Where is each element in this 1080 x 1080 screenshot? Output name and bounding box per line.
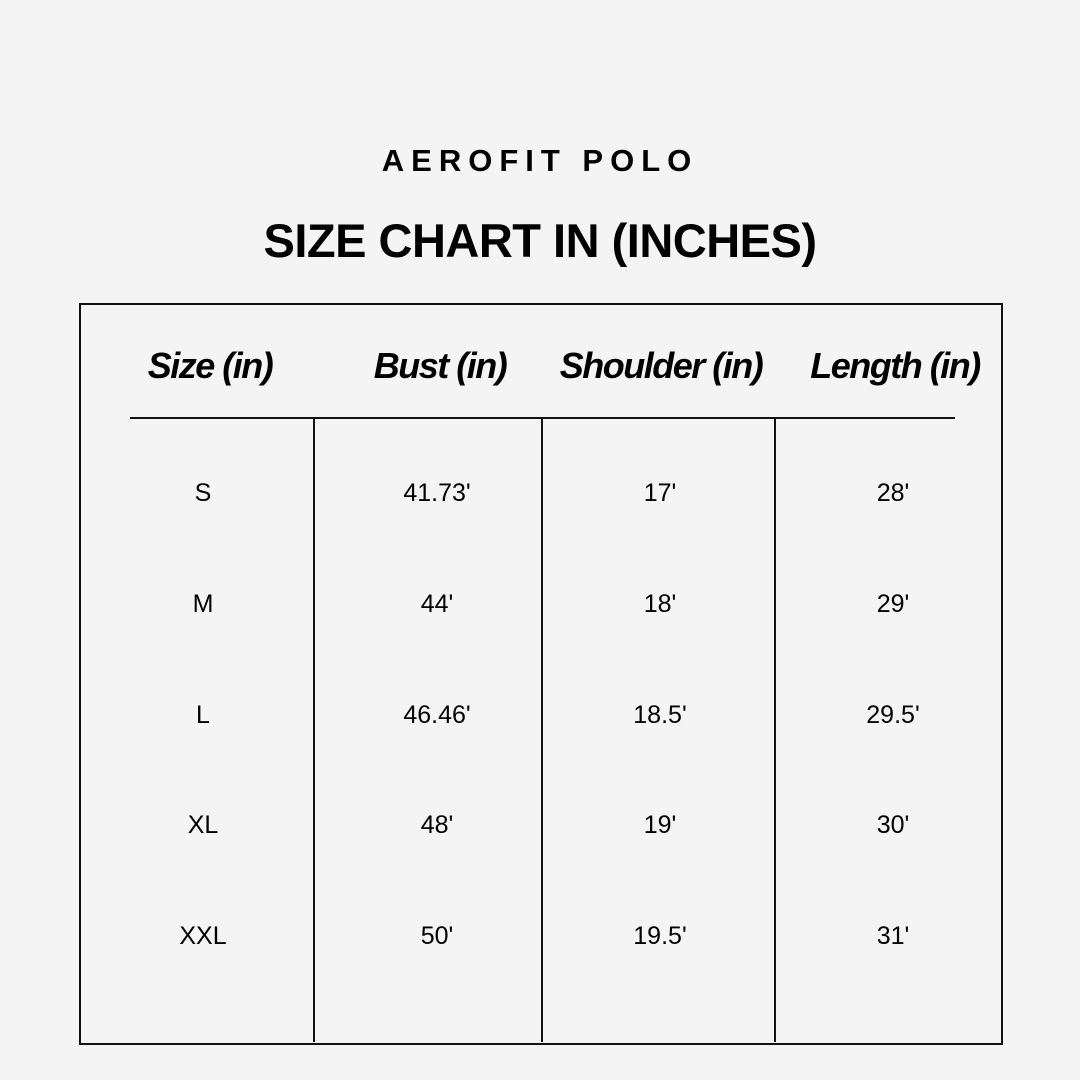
column-header: Size (in)	[147, 345, 274, 386]
table-cell: M	[192, 590, 214, 618]
column-divider	[774, 418, 776, 1042]
column-divider	[541, 418, 543, 1042]
column-header: Shoulder (in)	[559, 345, 764, 386]
table-cell: 48'	[420, 811, 454, 839]
table-cell: XL	[187, 811, 219, 839]
column-header: Bust (in)	[373, 345, 508, 386]
column-header: Length (in)	[810, 345, 981, 386]
product-name: AEROFIT POLO	[381, 143, 699, 178]
table-cell: 18.5'	[633, 701, 687, 729]
page-title: SIZE CHART IN (INCHES)	[263, 214, 818, 267]
table-cell: 30'	[876, 811, 910, 839]
table-cell: S	[194, 479, 212, 507]
size-table-frame	[79, 303, 1003, 1045]
table-cell: 19'	[643, 811, 677, 839]
table-cell: 17'	[643, 479, 677, 507]
table-cell: L	[196, 701, 210, 729]
table-cell: 29.5'	[866, 701, 920, 729]
table-cell: 29'	[876, 590, 910, 618]
table-cell: 50'	[420, 922, 454, 950]
table-cell: 18'	[643, 590, 677, 618]
table-cell: 31'	[876, 922, 910, 950]
table-cell: 44'	[420, 590, 454, 618]
table-cell: 19.5'	[633, 922, 687, 950]
table-cell: 28'	[876, 479, 910, 507]
table-cell: 41.73'	[403, 479, 471, 507]
column-divider	[313, 418, 315, 1042]
table-cell: XXL	[179, 922, 227, 950]
table-cell: 46.46'	[403, 701, 471, 729]
